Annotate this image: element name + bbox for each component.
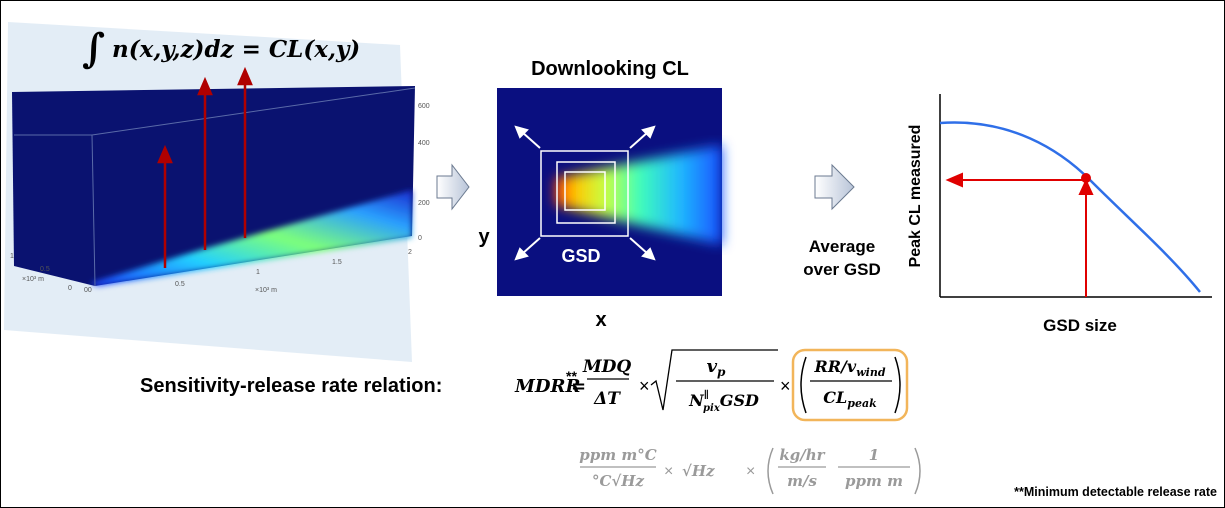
times: × (664, 463, 673, 480)
numerator: vp (707, 356, 726, 379)
var: N (688, 391, 705, 410)
arrow-head (641, 125, 656, 139)
z-tick: 200 (418, 200, 430, 207)
paren (894, 356, 901, 414)
highlight (791, 348, 909, 422)
z-tick: 600 (418, 103, 430, 110)
integral: ∫ (82, 25, 105, 72)
arrow-head (1078, 178, 1094, 195)
arrow (521, 237, 541, 255)
paren (767, 447, 774, 495)
x-label: x (595, 309, 606, 331)
subscript: wind (856, 366, 886, 379)
times: × (639, 376, 650, 396)
note-mark: ** (566, 368, 577, 384)
y-label: y (478, 226, 490, 248)
step-arrow (814, 163, 855, 211)
gsd-box (556, 161, 616, 224)
relation-label: Sensitivity-release rate relation: (140, 375, 442, 397)
denominator: ΔT (593, 389, 621, 409)
unit-den: m/s (787, 472, 817, 490)
column-arrows (157, 66, 253, 268)
unit-den: ppm m (845, 472, 903, 490)
y-tick: 0 (68, 285, 72, 292)
origin-tick: 00 (84, 287, 92, 294)
growth-arrows (514, 125, 656, 261)
gsd-box (564, 171, 606, 211)
denominator: N∥ pixGSD (688, 389, 759, 414)
arrow-head (641, 247, 656, 261)
plume-2d (555, 145, 722, 245)
var: CL (823, 388, 847, 407)
y-tick: 1 (10, 253, 14, 260)
gsd-label: GSD (561, 246, 600, 266)
unit-num: kg/hr (779, 446, 825, 464)
arrow-head (157, 144, 173, 164)
z-tick: 0 (418, 235, 422, 242)
y-tick: 0.5 (40, 266, 50, 273)
subscript: p (717, 365, 726, 379)
x-unit: ×10³ m (255, 287, 277, 294)
arrow-head (197, 76, 213, 96)
x-tick: 1.5 (332, 259, 342, 266)
step-arrow (436, 163, 470, 211)
unit: √Hz (682, 462, 715, 480)
paren (800, 356, 807, 414)
arrow (521, 131, 541, 149)
subscript: peak (847, 397, 877, 410)
subscript: pix (703, 403, 721, 414)
operating-point (1081, 173, 1091, 183)
x-tick: 1 (256, 269, 260, 276)
arrow-head (237, 66, 253, 86)
step-label: Average (809, 237, 875, 256)
x-tick: 0.5 (175, 281, 185, 288)
plume-3d (90, 190, 412, 286)
equals: = (571, 376, 586, 397)
arrow-head (945, 172, 963, 188)
step-label: over GSD (803, 260, 880, 279)
arrow-head (514, 247, 529, 261)
arrow-head (514, 125, 529, 139)
y-label: Peak CL measured (907, 125, 924, 268)
box-edge (91, 87, 416, 136)
arrow (629, 131, 649, 149)
column-equation: n(x,y,z)dz = CL(x,y) (112, 36, 360, 63)
y-unit: ×10³ m (22, 276, 44, 283)
gsd-box (540, 150, 629, 237)
heatmap-title: Downlooking CL (531, 58, 689, 80)
superscript: ∥ (704, 389, 709, 401)
times: × (746, 463, 755, 480)
var: v (707, 356, 718, 377)
unit-num: ppm m°C (579, 446, 656, 464)
curve (939, 121, 1201, 293)
var: GSD (720, 391, 759, 410)
paren (914, 447, 921, 495)
x-label: GSD size (1043, 316, 1117, 335)
arrow (629, 237, 649, 255)
numerator: MDQ (582, 357, 632, 377)
times: × (780, 376, 791, 396)
sqrt (650, 349, 778, 411)
unit-den: °C√Hz (592, 472, 644, 490)
numerator: RR/vwind (813, 357, 885, 379)
z-tick: 400 (418, 140, 430, 147)
x-tick: 2 (408, 249, 412, 256)
denominator: CLpeak (823, 388, 877, 410)
footnote: **Minimum detectable release rate (1014, 485, 1217, 499)
lhs: MDRR (514, 376, 580, 397)
var: RR/v (813, 357, 856, 376)
unit-num: 1 (869, 446, 879, 464)
readout-arrows (945, 172, 1094, 297)
gsd-boxes (540, 150, 629, 237)
